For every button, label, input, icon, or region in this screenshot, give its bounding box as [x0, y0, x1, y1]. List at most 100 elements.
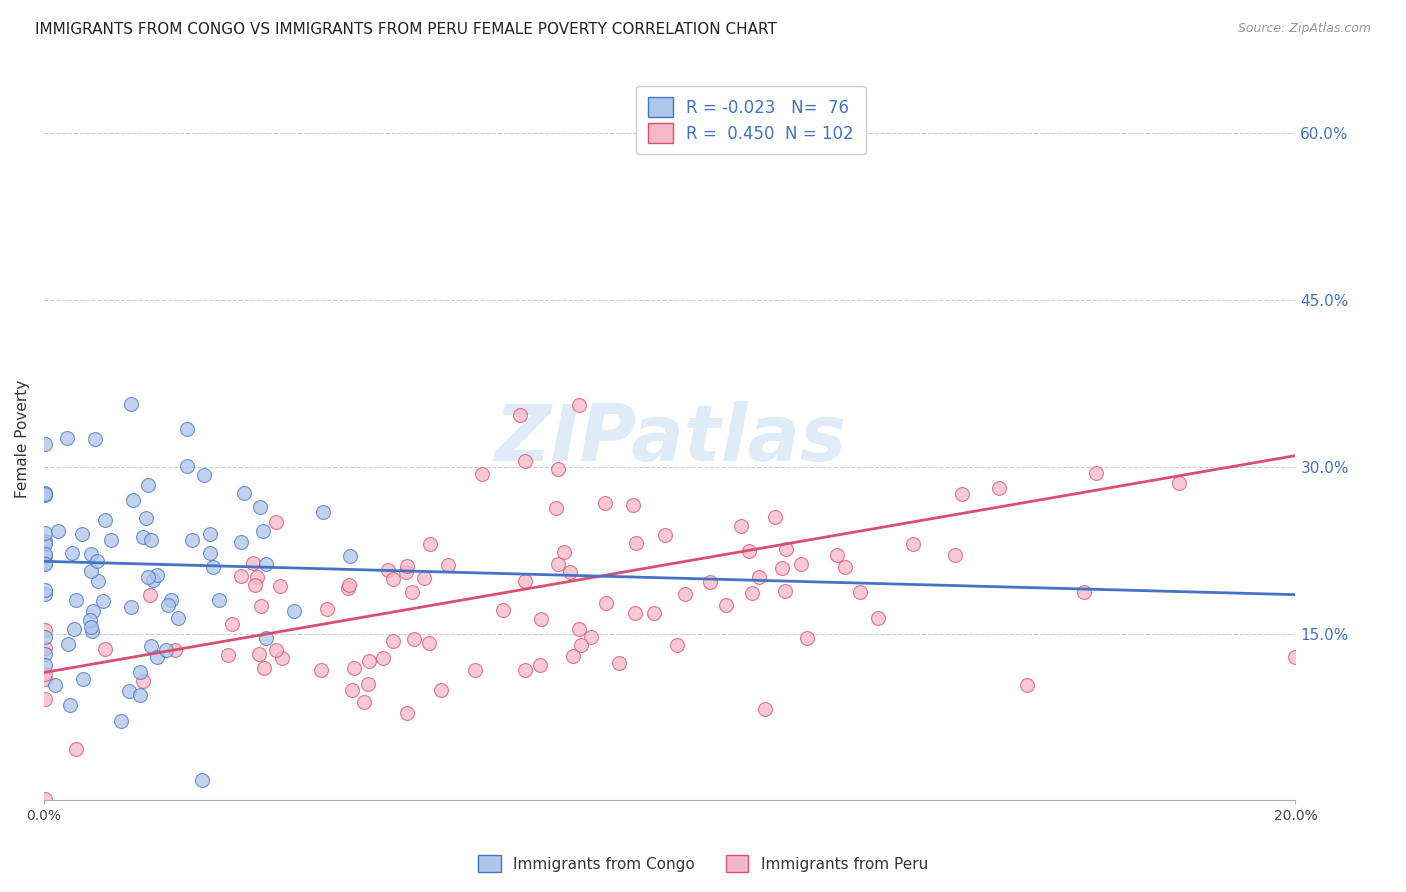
Point [437, 558, 460, 572]
Point [339, 549, 361, 563]
Point [547, 557, 569, 571]
Point [754, 702, 776, 716]
Point [666, 639, 689, 653]
Point [741, 586, 763, 600]
Point [270, 650, 292, 665]
Point [139, 639, 162, 653]
Point [34, 537, 56, 551]
Point [129, 689, 152, 703]
Point [136, 570, 159, 584]
Point [763, 509, 786, 524]
Point [34, 534, 56, 549]
Point [529, 658, 551, 673]
Point [513, 664, 536, 678]
Point [193, 468, 215, 483]
Point [136, 478, 159, 492]
Point [353, 695, 375, 709]
Point [80, 564, 103, 578]
Point [72, 673, 94, 687]
Text: ZIPatlas: ZIPatlas [494, 401, 846, 477]
Point [132, 673, 155, 688]
Point [716, 599, 738, 613]
Point [560, 565, 582, 579]
Point [529, 612, 551, 626]
Point [191, 772, 214, 787]
Point [231, 535, 253, 549]
Point [34, 623, 56, 637]
Point [100, 533, 122, 547]
Point [624, 606, 647, 620]
Point [62, 622, 84, 636]
Point [1084, 466, 1107, 480]
Point [315, 602, 337, 616]
Point [34, 640, 56, 655]
Point [357, 654, 380, 668]
Point [59, 698, 82, 713]
Point [34, 547, 56, 561]
Point [34, 792, 56, 806]
Point [217, 648, 239, 663]
Point [34, 666, 56, 681]
Point [202, 560, 225, 574]
Point [249, 599, 271, 613]
Point [80, 624, 103, 639]
Point [34, 485, 56, 500]
Point [139, 533, 162, 548]
Point [737, 544, 759, 558]
Point [264, 643, 287, 657]
Point [34, 525, 56, 540]
Point [120, 599, 142, 614]
Point [157, 599, 180, 613]
Point [562, 648, 585, 663]
Point [146, 567, 169, 582]
Point [593, 496, 616, 510]
Point [825, 548, 848, 562]
Point [245, 577, 267, 591]
Point [553, 545, 575, 559]
Point [430, 683, 453, 698]
Point [135, 510, 157, 524]
Point [492, 603, 515, 617]
Point [242, 556, 264, 570]
Point [34, 587, 56, 601]
Point [796, 631, 818, 645]
Point [34, 673, 56, 687]
Point [86, 554, 108, 568]
Point [770, 561, 793, 575]
Point [950, 486, 973, 500]
Point [1015, 678, 1038, 692]
Point [373, 650, 395, 665]
Point [568, 623, 591, 637]
Point [901, 537, 924, 551]
Point [569, 638, 592, 652]
Point [943, 548, 966, 562]
Point [987, 481, 1010, 495]
Point [56, 637, 79, 651]
Point [132, 530, 155, 544]
Point [464, 663, 486, 677]
Point [848, 585, 870, 599]
Point [70, 527, 93, 541]
Point [83, 432, 105, 446]
Legend: R = -0.023   N=  76, R =  0.450  N = 102: R = -0.023 N= 76, R = 0.450 N = 102 [637, 86, 866, 154]
Point [673, 587, 696, 601]
Point [579, 630, 602, 644]
Point [34, 437, 56, 451]
Point [544, 500, 567, 515]
Point [624, 536, 647, 550]
Point [34, 582, 56, 597]
Point [264, 516, 287, 530]
Point [80, 547, 103, 561]
Point [513, 574, 536, 588]
Point [621, 498, 644, 512]
Point [34, 488, 56, 502]
Point [418, 636, 440, 650]
Point [198, 546, 221, 560]
Point [256, 631, 278, 645]
Point [790, 557, 813, 571]
Point [82, 604, 104, 618]
Point [395, 566, 418, 580]
Point [834, 560, 856, 574]
Point [342, 683, 364, 698]
Text: Source: ZipAtlas.com: Source: ZipAtlas.com [1237, 22, 1371, 36]
